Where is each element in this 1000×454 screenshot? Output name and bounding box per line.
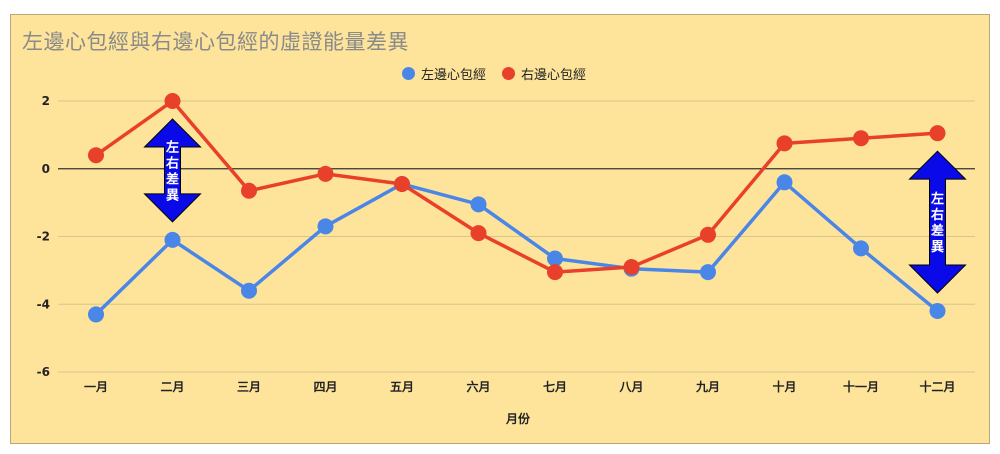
legend-item-left: 左邊心包經 [402,64,486,83]
data-point-left [776,174,793,191]
legend-item-right: 右邊心包經 [502,64,586,83]
y-tick-label: -4 [37,297,50,311]
data-point-left [547,250,563,267]
x-axis-label: 月份 [505,412,530,426]
legend-marker-right [502,67,516,80]
x-tick-label: 七月 [543,380,567,394]
x-tick-label: 六月 [466,379,490,394]
data-point-right [394,175,410,192]
data-point-right [241,182,257,199]
y-tick-label: -6 [37,365,50,379]
data-point-left [317,218,334,235]
data-point-right [470,225,487,242]
data-point-left [241,282,257,299]
x-tick-label: 八月 [618,380,643,394]
x-tick-label: 二月 [160,380,184,394]
data-point-left [929,303,946,320]
legend-label-right: 右邊心包經 [521,68,587,83]
annotation-label: 左右差異 [165,139,179,203]
x-tick-label: 九月 [695,379,720,394]
chart-title: 左邊心包經與右邊心包經的虛證能量差異 [22,30,409,54]
series-line-right [94,99,940,274]
series-line-left [94,180,940,317]
x-tick-label: 四月 [313,380,337,394]
data-point-right [317,165,334,182]
data-point-right [700,226,716,243]
x-tick-label: 三月 [237,380,261,394]
data-point-right [88,147,104,164]
y-tick-label: -2 [37,230,50,244]
x-tick-label: 十月 [772,379,796,394]
chart-legend: 左邊心包經 右邊心包經 [402,64,602,83]
y-tick-label: 2 [42,94,50,108]
y-tick-label: 0 [42,162,50,176]
annotation-label: 左右差異 [930,191,944,255]
data-point-left [853,240,869,257]
x-tick-label: 五月 [390,380,414,394]
x-tick-label: 一月 [84,380,108,394]
data-point-right [547,264,563,281]
x-tick-label: 十一月 [843,379,879,394]
data-point-right [164,93,181,109]
data-point-left [164,231,181,248]
data-point-right [929,125,946,142]
data-point-left [88,306,104,323]
annotation-arrow [143,118,202,223]
legend-label-left: 左邊心包經 [421,68,487,83]
data-point-right [776,135,793,152]
data-point-left [470,196,487,213]
data-point-left [700,264,716,281]
data-point-right [623,258,640,275]
x-tick-label: 十二月 [919,379,955,394]
legend-marker-left [402,67,415,80]
annotation-arrow [908,150,967,294]
data-point-right [853,130,869,147]
